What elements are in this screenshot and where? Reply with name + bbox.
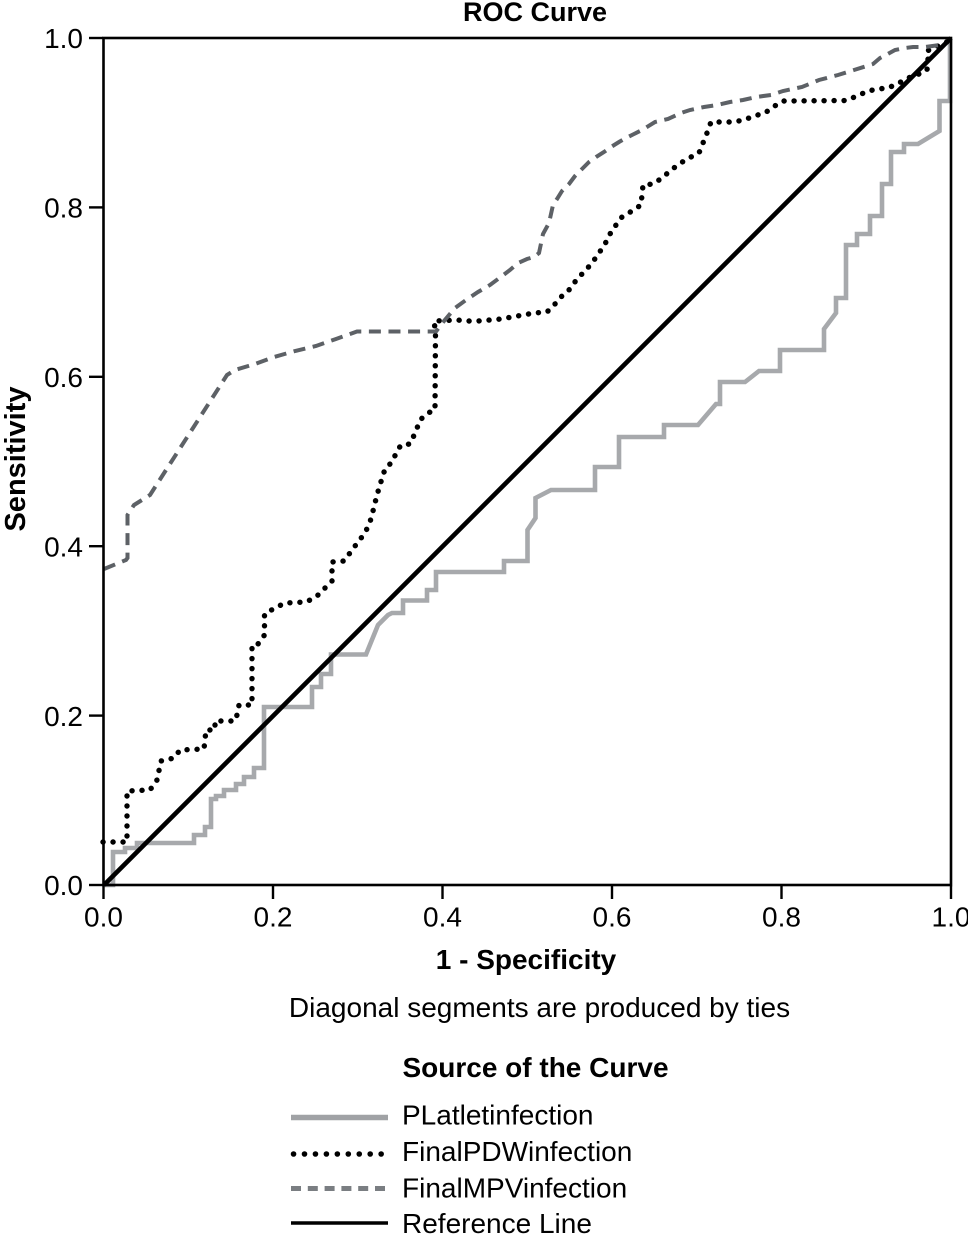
svg-text:0.0: 0.0	[84, 902, 123, 933]
svg-text:0.8: 0.8	[44, 193, 83, 224]
svg-text:Diagonal segments are produced: Diagonal segments are produced by ties	[289, 992, 790, 1023]
svg-text:0.4: 0.4	[423, 902, 462, 933]
svg-text:ROC Curve: ROC Curve	[463, 0, 607, 27]
svg-text:1 - Specificity: 1 - Specificity	[436, 944, 617, 975]
svg-text:0.0: 0.0	[44, 870, 83, 901]
svg-text:0.2: 0.2	[254, 902, 293, 933]
svg-text:Sensitivity: Sensitivity	[0, 386, 32, 531]
svg-text:PLatletinfection: PLatletinfection	[402, 1100, 593, 1131]
svg-text:1.0: 1.0	[932, 902, 968, 933]
svg-text:0.2: 0.2	[44, 701, 83, 732]
svg-text:1.0: 1.0	[44, 23, 83, 54]
svg-text:0.8: 0.8	[762, 902, 801, 933]
svg-text:0.6: 0.6	[44, 362, 83, 393]
svg-text:Reference Line: Reference Line	[402, 1208, 592, 1234]
svg-text:FinalMPVinfection: FinalMPVinfection	[402, 1173, 627, 1204]
svg-text:Source of the Curve: Source of the Curve	[402, 1052, 668, 1083]
svg-text:0.6: 0.6	[593, 902, 632, 933]
svg-text:0.4: 0.4	[44, 531, 83, 562]
svg-text:FinalPDWinfection: FinalPDWinfection	[402, 1136, 632, 1167]
